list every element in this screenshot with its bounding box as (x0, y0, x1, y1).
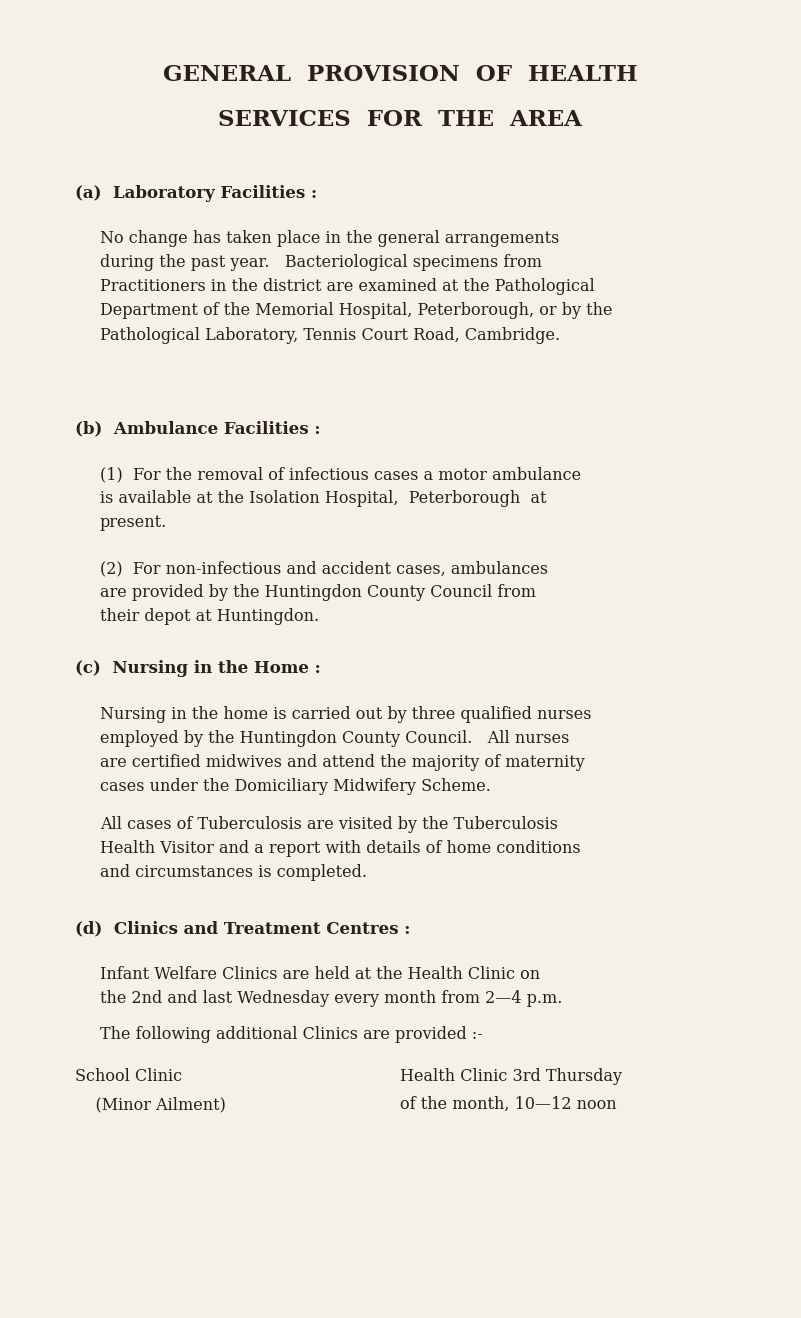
Text: All cases of Tuberculosis are visited by the Tuberculosis
Health Visitor and a r: All cases of Tuberculosis are visited by… (100, 816, 581, 882)
Text: School Clinic: School Clinic (75, 1068, 182, 1085)
Text: GENERAL  PROVISION  OF  HEALTH: GENERAL PROVISION OF HEALTH (163, 65, 638, 86)
Text: (2)  For non-infectious and accident cases, ambulances
are provided by the Hunti: (2) For non-infectious and accident case… (100, 560, 548, 625)
Text: of the month, 10—12 noon: of the month, 10—12 noon (400, 1097, 617, 1112)
Text: Nursing in the home is carried out by three qualified nurses
employed by the Hun: Nursing in the home is carried out by th… (100, 706, 591, 796)
Text: The following additional Clinics are provided :-: The following additional Clinics are pro… (100, 1025, 483, 1043)
Text: (b)  Ambulance Facilities :: (b) Ambulance Facilities : (75, 420, 320, 438)
Text: (Minor Ailment): (Minor Ailment) (75, 1097, 226, 1112)
Text: SERVICES  FOR  THE  AREA: SERVICES FOR THE AREA (218, 109, 582, 130)
Text: No change has taken place in the general arrangements
during the past year.   Ba: No change has taken place in the general… (100, 231, 613, 344)
Text: (d)  Clinics and Treatment Centres :: (d) Clinics and Treatment Centres : (75, 920, 410, 937)
Text: Infant Welfare Clinics are held at the Health Clinic on
the 2nd and last Wednesd: Infant Welfare Clinics are held at the H… (100, 966, 562, 1007)
Text: (1)  For the removal of infectious cases a motor ambulance
is available at the I: (1) For the removal of infectious cases … (100, 467, 581, 531)
Text: (a)  Laboratory Facilities :: (a) Laboratory Facilities : (75, 185, 317, 202)
Text: Health Clinic 3rd Thursday: Health Clinic 3rd Thursday (400, 1068, 622, 1085)
Text: (c)  Nursing in the Home :: (c) Nursing in the Home : (75, 660, 320, 677)
